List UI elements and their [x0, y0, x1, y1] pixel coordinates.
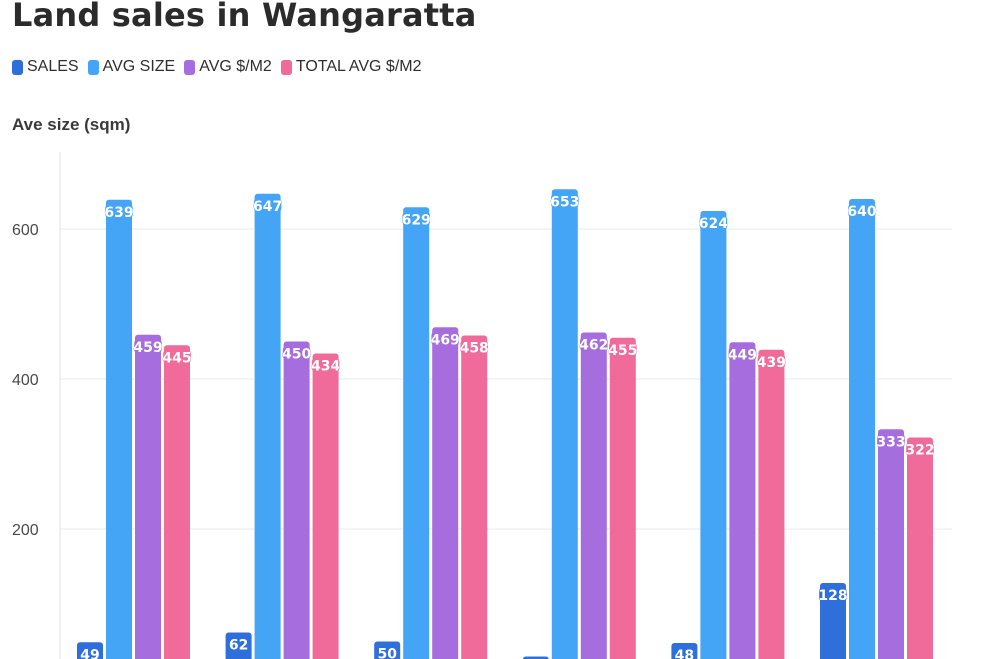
legend-item-avg-price[interactable]: AVG $/M2 [184, 58, 272, 76]
data-label-bg [819, 586, 847, 603]
bar[interactable] [164, 345, 190, 659]
legend-swatch-avg-price [184, 59, 196, 75]
data-label-bg [282, 344, 311, 362]
data-label-bg [105, 202, 133, 220]
data-label: 333 [876, 434, 905, 450]
data-label-bg [699, 214, 728, 231]
data-label-bg [674, 646, 695, 659]
data-label: 462 [579, 338, 608, 354]
legend-item-sales[interactable]: SALES [12, 58, 79, 76]
legend-swatch-avg-size [87, 59, 99, 75]
data-label: 450 [282, 347, 311, 363]
bar[interactable] [849, 199, 875, 659]
y-tick-label: 400 [12, 372, 39, 389]
legend-label-total-avg-price: TOTAL AVG $/M2 [295, 58, 422, 75]
data-label: 445 [162, 350, 191, 366]
bar[interactable] [878, 429, 904, 659]
data-label: 62 [229, 638, 248, 654]
bar[interactable] [403, 207, 430, 659]
y-tick-label: 600 [12, 222, 39, 239]
bar[interactable] [106, 199, 132, 659]
data-label: 647 [253, 199, 282, 215]
data-label: 624 [699, 216, 728, 232]
data-label-bg [580, 335, 608, 353]
data-label: 50 [377, 647, 397, 659]
data-label: 459 [133, 340, 162, 356]
bar[interactable] [283, 341, 310, 659]
data-label-bg [377, 644, 397, 659]
data-label-bg [757, 352, 786, 370]
data-label-bg [311, 356, 340, 374]
data-label: 434 [311, 359, 340, 375]
data-label-bg [402, 210, 430, 228]
legend-label-avg-price: AVG $/M2 [199, 58, 272, 75]
bar[interactable] [312, 353, 339, 659]
chart-title: Land sales in Wangaratta [12, 0, 477, 34]
data-label-bg [906, 440, 934, 458]
data-label: 322 [905, 443, 934, 459]
bar[interactable] [432, 327, 459, 659]
data-label-bg [460, 338, 488, 356]
bar[interactable] [580, 332, 607, 659]
legend-swatch-sales [12, 59, 23, 75]
data-label-bg [551, 192, 579, 210]
bar[interactable] [700, 211, 727, 659]
data-label: 639 [104, 205, 133, 221]
data-label-bg [253, 196, 282, 214]
y-axis-title: Ave size (sqm) [12, 115, 131, 134]
legend-item-total-avg-price[interactable]: TOTAL AVG $/M2 [280, 58, 422, 76]
data-label: 48 [675, 648, 694, 659]
bar[interactable] [609, 337, 636, 659]
data-label: 458 [460, 341, 489, 357]
data-label: 49 [80, 647, 99, 659]
data-label: 449 [728, 347, 757, 363]
data-label-bg [163, 348, 191, 366]
y-tick-label: 200 [12, 522, 39, 539]
data-label-bg [431, 330, 459, 348]
data-label: 469 [431, 332, 460, 348]
data-label: 629 [402, 212, 431, 228]
data-label: 455 [608, 343, 637, 359]
data-label-bg [609, 340, 637, 358]
bar[interactable] [551, 189, 578, 659]
bar[interactable] [461, 335, 488, 659]
bar[interactable] [758, 349, 785, 659]
data-label-bg [134, 337, 162, 355]
legend-label-sales: SALES [27, 58, 79, 75]
data-label-bg [80, 645, 100, 659]
chart-legend: SALES AVG SIZE AVG $/M2 TOTAL AVG $/M2 [12, 58, 422, 76]
data-label-bg [848, 202, 876, 219]
data-label: 128 [818, 588, 847, 604]
legend-item-avg-size[interactable]: AVG SIZE [87, 58, 176, 76]
data-label: 653 [550, 194, 579, 210]
data-label-bg [728, 345, 757, 363]
bar[interactable] [254, 193, 281, 659]
bar[interactable] [907, 437, 933, 659]
legend-swatch-total-avg-price [280, 59, 292, 75]
legend-label-avg-size: AVG SIZE [102, 58, 176, 75]
data-label: 439 [757, 355, 786, 371]
bar[interactable] [729, 342, 756, 659]
data-label: 640 [847, 204, 876, 220]
bar[interactable] [522, 656, 549, 659]
bar[interactable] [135, 334, 161, 659]
data-label-bg [877, 432, 905, 450]
data-label-bg [228, 635, 249, 653]
